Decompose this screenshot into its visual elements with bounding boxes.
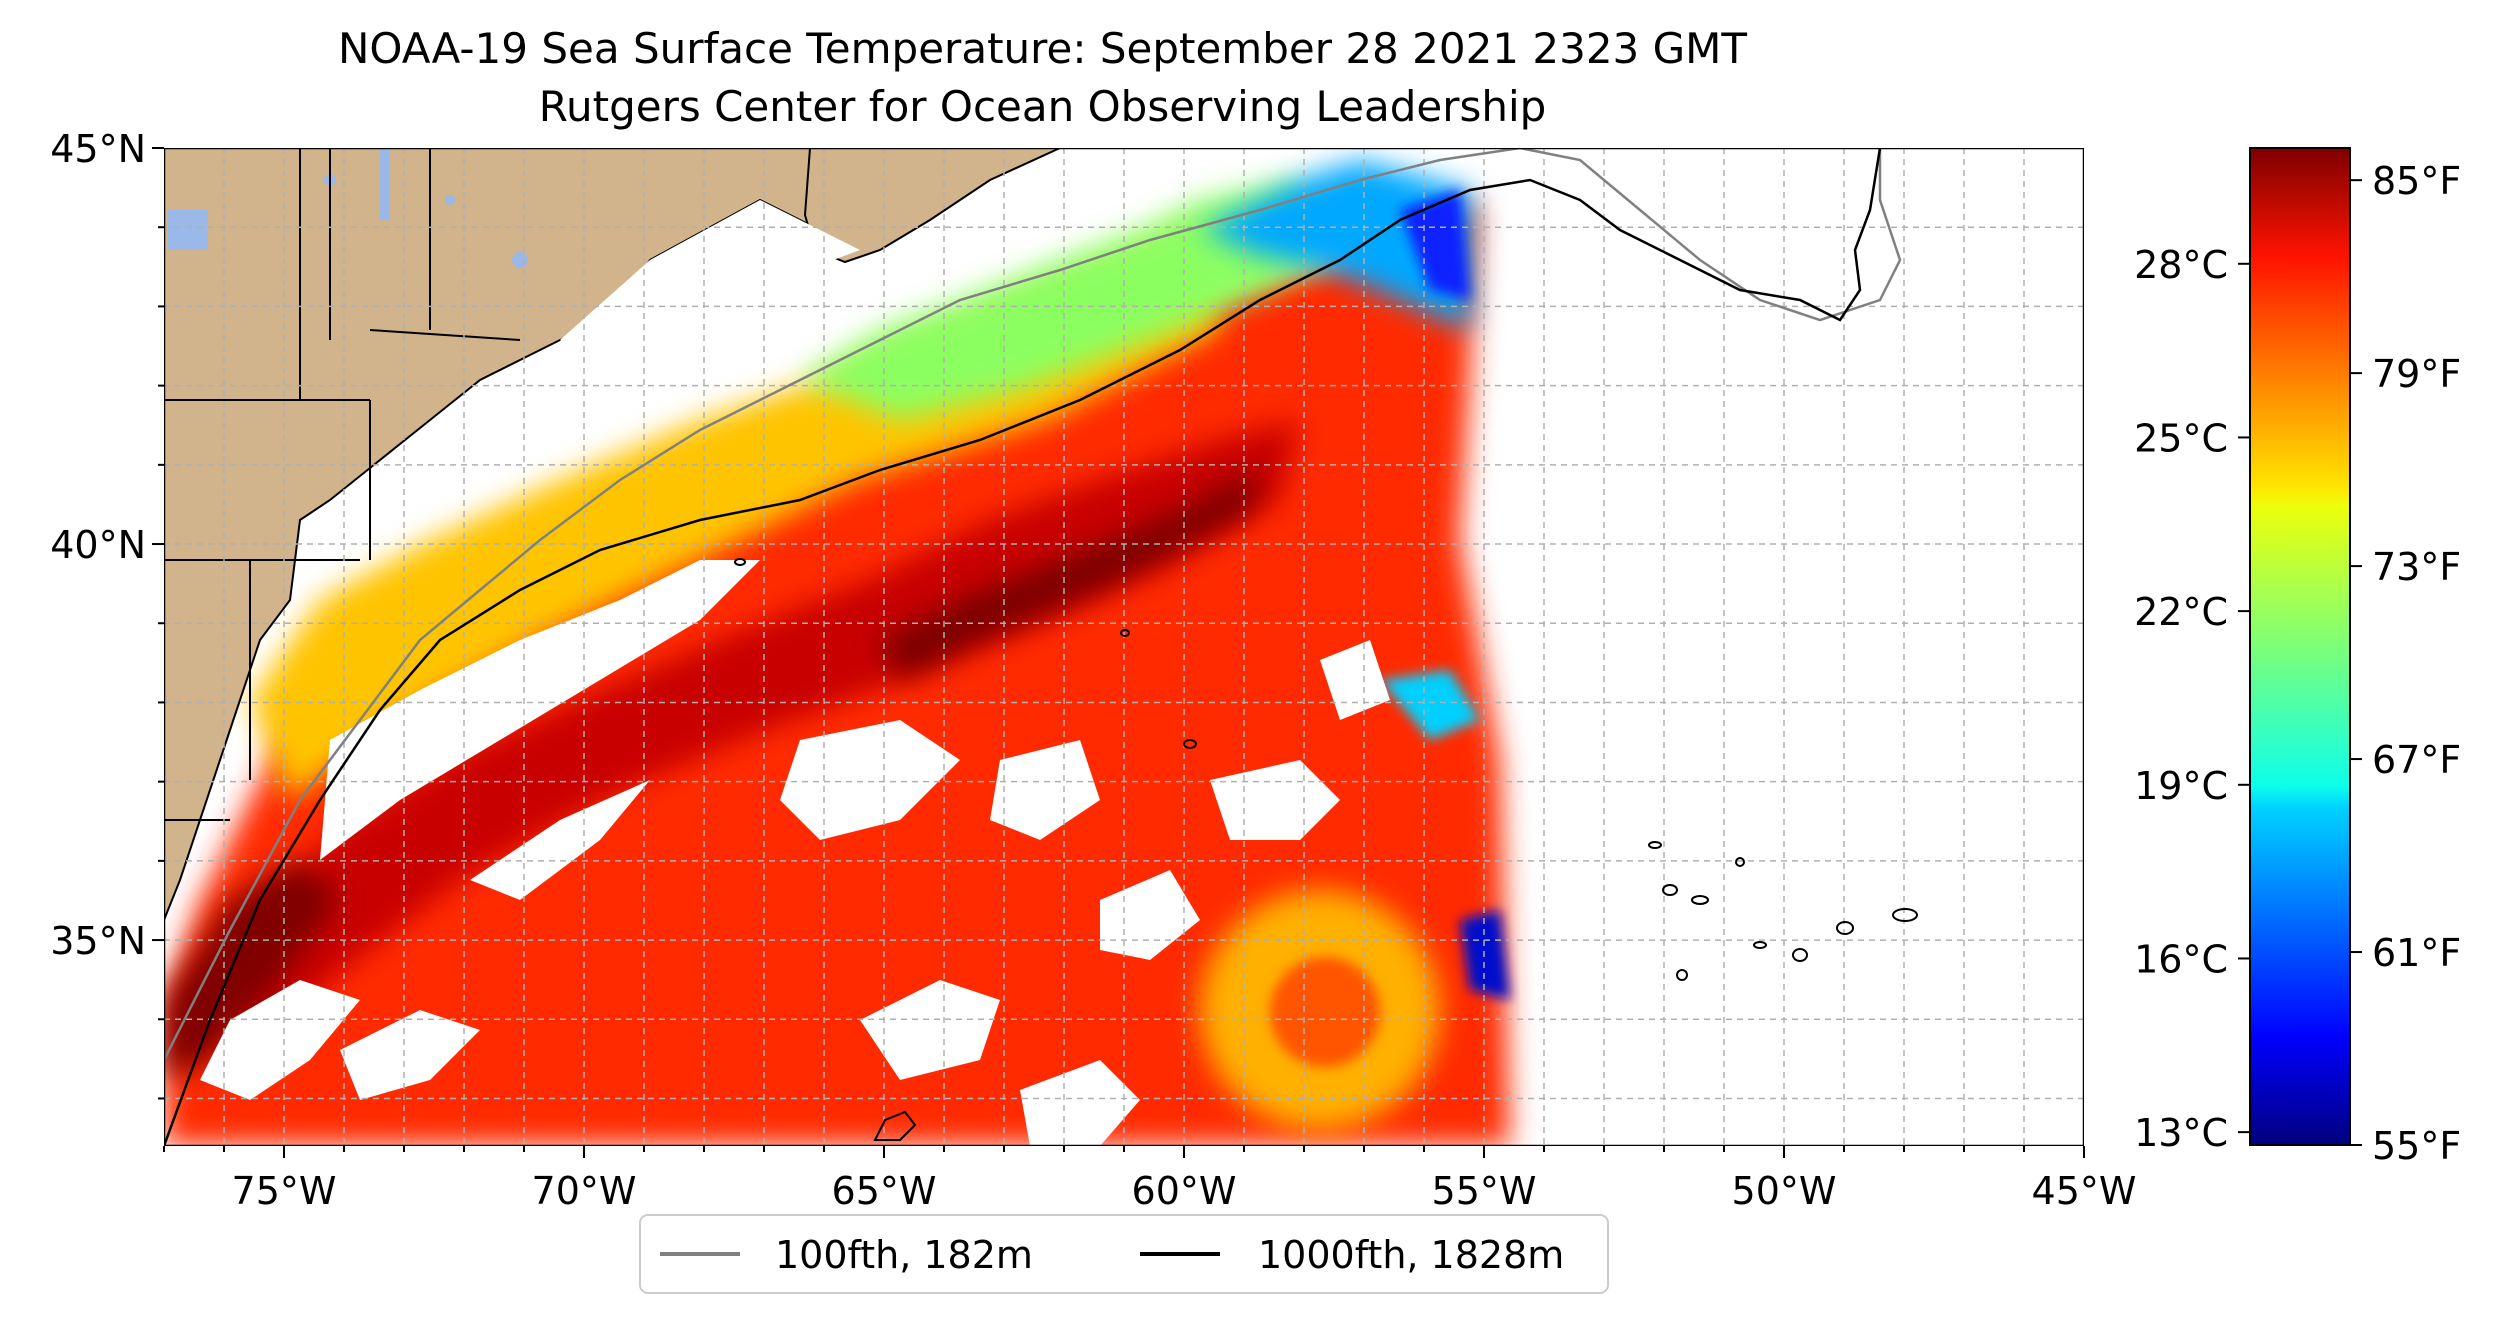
lon-tick-labels: 75°W 70°W 65°W 60°W 55°W 50°W 45°W [232,1169,2137,1213]
colorbar-labels: 85°F 79°F 73°F 67°F 61°F 55°F 28°C 25°C 22°C 19°C… [2134,159,2461,1168]
map-area [164,148,2084,1146]
lon-tick-label: 60°W [1132,1169,1237,1213]
chart-title: NOAA-19 Sea Surface Temperature: Septemb… [337,24,1748,73]
lon-tick-label: 70°W [532,1169,637,1213]
colorbar-label-f: 85°F [2372,159,2461,203]
colorbar-label-f: 61°F [2372,931,2461,975]
land-gulf-of-maine-water [560,200,860,360]
gridlines [164,148,2084,1146]
isobath-100fth [164,148,1902,1061]
lon-tick-label: 75°W [232,1169,337,1213]
isobath-1000fth [164,148,1882,1146]
colorbar-label-c: 19°C [2134,764,2228,808]
colorbar-label-c: 28°C [2134,243,2228,287]
colorbar-ticks [2238,179,2362,1146]
colorbar-label-f: 67°F [2372,738,2461,782]
colorbar-label-f: 79°F [2372,352,2461,396]
lon-tick-label: 50°W [1732,1169,1837,1213]
lon-tick-label: 45°W [2032,1169,2137,1213]
colorbar-label-c: 25°C [2134,416,2228,460]
land [164,148,1061,921]
axis-ticks [152,147,2085,1158]
legend-box [639,1214,1609,1294]
lat-tick-label: 35°N [50,919,146,963]
chart-subtitle: Rutgers Center for Ocean Observing Leade… [538,82,1547,131]
colorbar-gradient [2249,147,2351,1146]
colorbar-label-c: 13°C [2134,1111,2228,1155]
lat-tick-label: 45°N [50,127,146,171]
lat-tick-label: 40°N [50,523,146,567]
colorbar-label-c: 16°C [2134,937,2228,981]
cloud-gaps [200,560,1390,1146]
lakes [168,150,528,268]
colorbar: 85°F 79°F 73°F 67°F 61°F 55°F 28°C 25°C 22°C 19°C… [2134,147,2461,1168]
colorbar-label-f: 73°F [2372,545,2461,589]
colorbar-label-f: 55°F [2372,1124,2461,1168]
colorbar-label-c: 22°C [2134,590,2228,634]
seamount-contours [734,558,1918,1141]
lon-tick-label: 55°W [1432,1169,1537,1213]
legend-label-100fth: 100fth, 182m [775,1233,1033,1277]
legend: 100fth, 182m 1000fth, 1828m [639,1214,1609,1294]
legend-label-1000fth: 1000fth, 1828m [1258,1233,1564,1277]
state-borders [164,148,521,821]
lat-tick-labels: 45°N 40°N 35°N [50,127,146,963]
lon-tick-label: 65°W [832,1169,937,1213]
